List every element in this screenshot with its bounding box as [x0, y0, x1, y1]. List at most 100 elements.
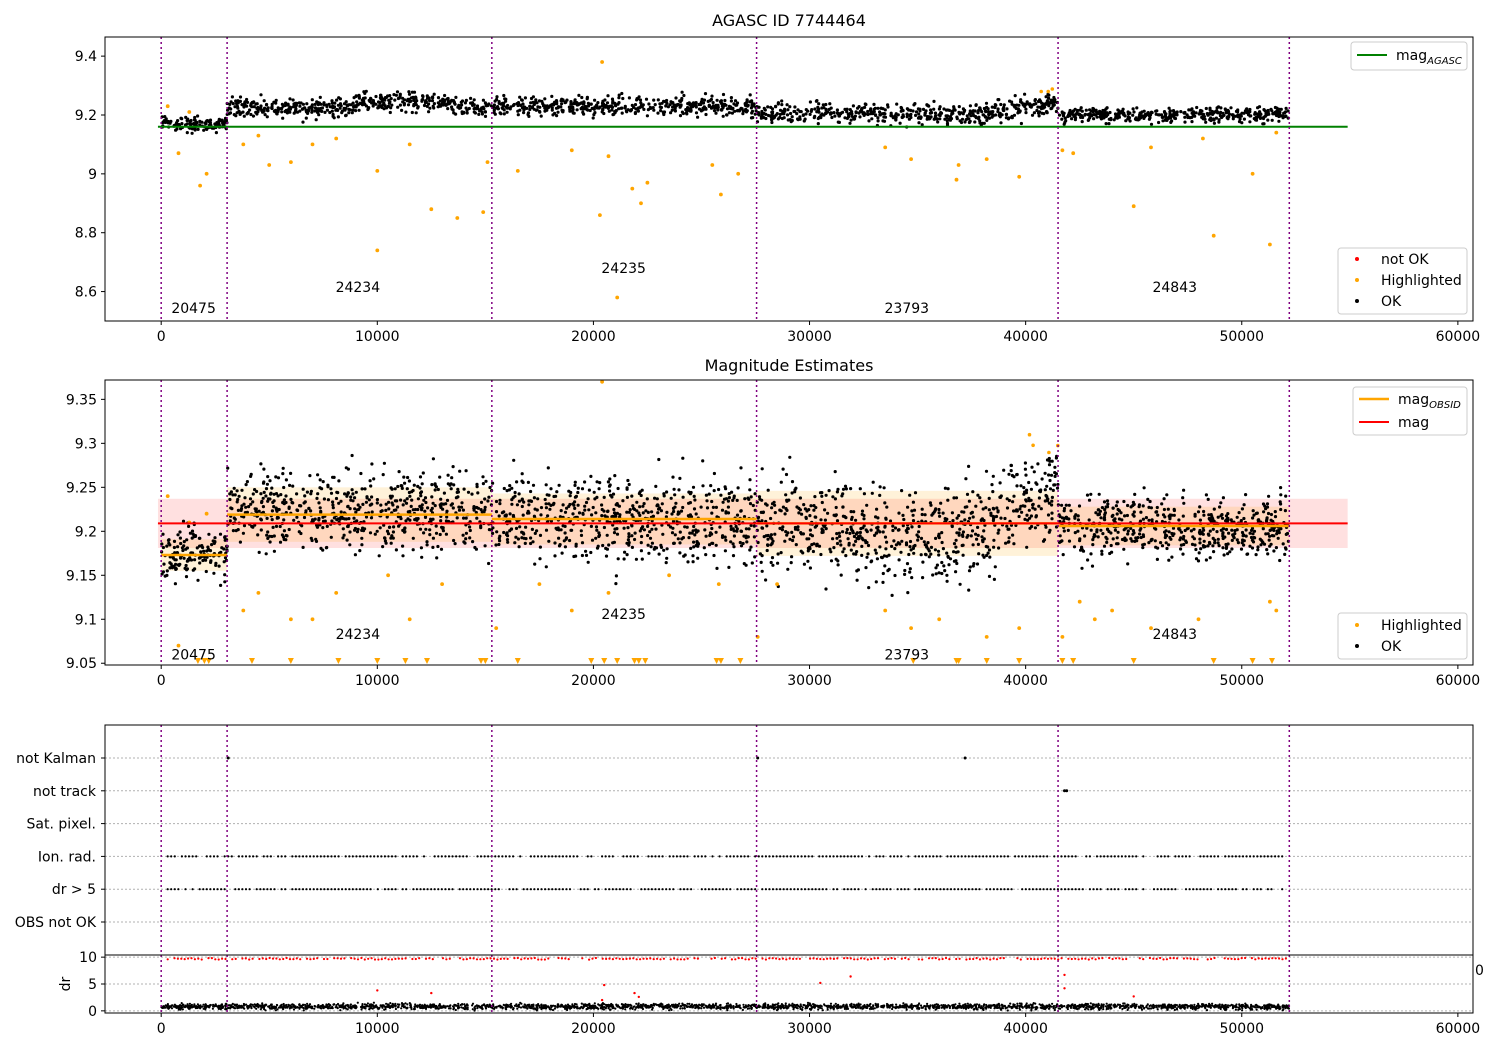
ok-point	[1155, 505, 1159, 510]
ok-point	[1058, 515, 1062, 519]
ok-point	[402, 103, 406, 107]
ok-point	[970, 510, 975, 514]
ok-point	[641, 525, 645, 529]
ok-point	[892, 539, 896, 543]
ok-point	[532, 496, 537, 500]
ok-point	[1256, 545, 1260, 549]
ok-point	[1089, 113, 1093, 117]
ok-point	[612, 112, 616, 116]
ok-point	[1278, 558, 1282, 563]
ok-point	[1277, 119, 1281, 123]
ok-point	[981, 540, 985, 544]
ok-point	[445, 515, 449, 519]
ok-point	[292, 518, 296, 522]
ok-point	[982, 106, 987, 111]
ok-point	[538, 557, 542, 561]
ok-point	[770, 556, 775, 560]
ok-point	[563, 531, 567, 535]
flag-point	[330, 855, 333, 858]
ok-point	[610, 97, 615, 101]
ok-point	[831, 537, 835, 541]
ok-point	[819, 114, 823, 118]
ok-point	[760, 498, 764, 502]
ok-point	[938, 514, 942, 518]
ok-point	[1033, 526, 1037, 530]
ok-point	[451, 465, 455, 469]
highlighted-point	[407, 142, 412, 147]
ok-point	[445, 509, 449, 513]
ok-point	[750, 111, 754, 115]
ok-point	[805, 537, 809, 541]
ok-point	[480, 110, 484, 114]
ok-point	[1047, 456, 1051, 461]
ok-point	[214, 563, 218, 568]
ok-point	[993, 565, 997, 569]
ok-point	[190, 536, 194, 540]
ok-point	[1081, 115, 1085, 120]
ok-point	[369, 484, 373, 488]
ok-point	[729, 540, 733, 544]
ok-point	[683, 525, 687, 529]
ok-point	[802, 562, 807, 566]
ok-point	[1133, 492, 1137, 496]
ok-point	[357, 96, 361, 100]
ok-point	[1126, 532, 1130, 536]
ok-point	[860, 536, 864, 540]
ok-point	[314, 118, 318, 122]
ok-point	[608, 489, 612, 493]
ok-point	[483, 110, 487, 114]
ok-point	[794, 486, 798, 490]
ok-point	[606, 480, 611, 484]
ok-point	[864, 566, 868, 570]
flag-point	[244, 855, 248, 858]
ok-point	[812, 508, 816, 512]
ok-point	[1024, 107, 1028, 111]
ok-point	[1104, 122, 1108, 126]
ok-point	[813, 515, 817, 519]
flag-point	[625, 855, 629, 858]
ok-point	[397, 470, 401, 474]
ok-point	[379, 97, 383, 101]
ok-point	[1012, 494, 1016, 498]
flag-point	[291, 855, 294, 858]
ok-point	[396, 96, 400, 101]
ok-point	[999, 516, 1003, 520]
ok-point	[595, 495, 599, 499]
ok-point	[852, 534, 857, 539]
ok-point	[184, 115, 188, 119]
ok-point	[813, 525, 817, 529]
ok-point	[277, 507, 281, 512]
ok-point	[992, 538, 996, 542]
ok-point	[1131, 113, 1135, 117]
ok-point	[976, 542, 981, 547]
ok-point	[404, 501, 409, 505]
ok-point	[661, 532, 665, 536]
flag-point	[369, 855, 372, 858]
ok-point	[841, 492, 845, 496]
ok-point	[1229, 518, 1233, 522]
ok-point	[232, 486, 236, 490]
ok-point	[1195, 105, 1199, 110]
ok-point	[420, 555, 424, 559]
ok-point	[336, 115, 340, 119]
ok-point	[1003, 516, 1007, 521]
ok-point	[334, 496, 339, 501]
ok-point	[1248, 531, 1252, 535]
ok-point	[1100, 552, 1104, 556]
ok-point	[963, 518, 967, 522]
ok-point	[672, 487, 676, 491]
ok-point	[1209, 118, 1213, 123]
ok-point	[988, 555, 992, 559]
ok-point	[245, 111, 250, 115]
ok-point	[981, 507, 985, 511]
ok-point	[446, 107, 450, 111]
ok-point	[533, 531, 537, 536]
ok-point	[665, 547, 669, 551]
ok-point	[263, 113, 267, 117]
ok-point	[1006, 117, 1011, 121]
ok-point	[550, 94, 554, 98]
ok-point	[317, 501, 321, 505]
ok-point	[271, 500, 275, 504]
ok-point	[633, 103, 638, 107]
ok-point	[638, 505, 642, 509]
